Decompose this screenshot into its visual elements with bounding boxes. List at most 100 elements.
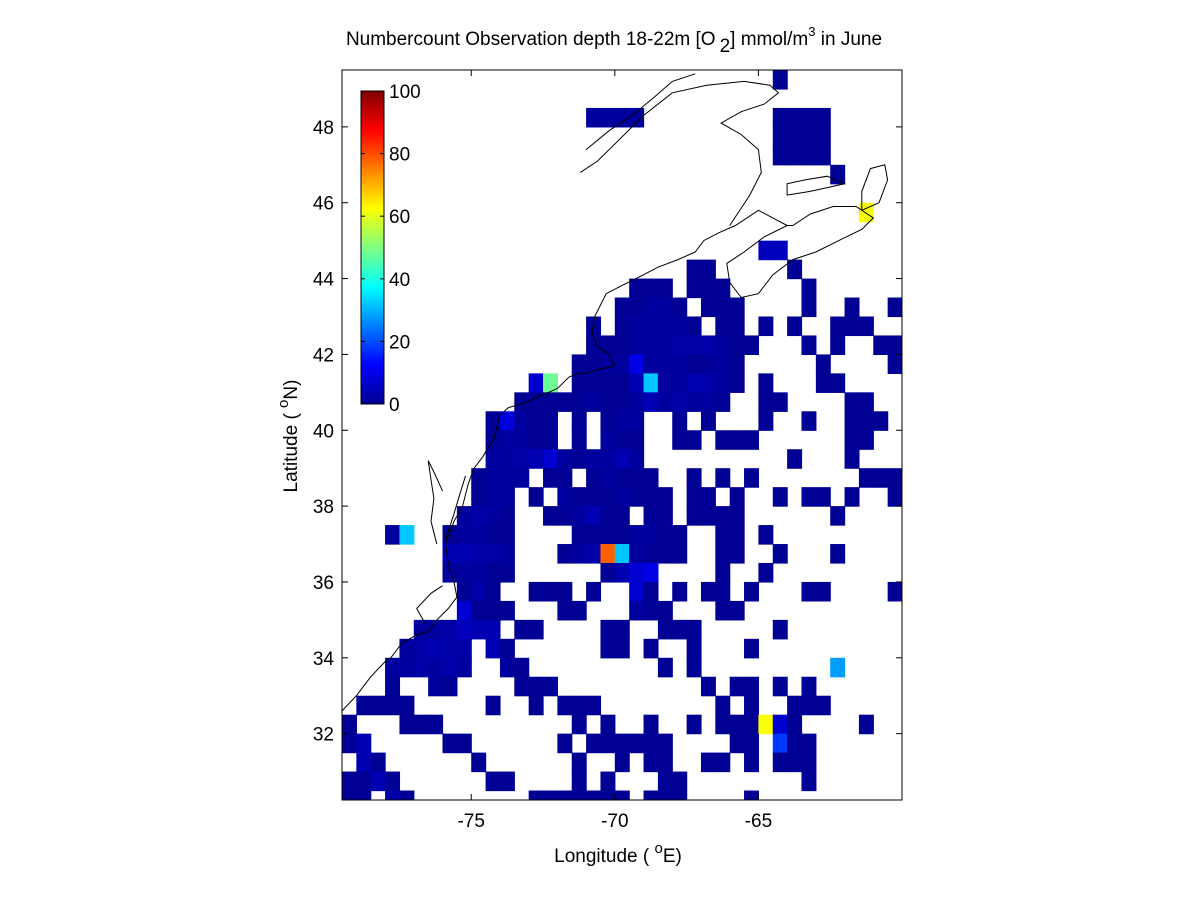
heatmap-cell	[456, 544, 472, 564]
heatmap-cell	[499, 449, 515, 469]
heatmap-cell	[801, 411, 817, 431]
y-tick-label: 44	[313, 270, 335, 291]
heatmap-cell	[342, 733, 357, 754]
heatmap-cell	[657, 278, 673, 299]
heatmap-cell	[643, 525, 659, 545]
coastline-segment	[786, 175, 847, 196]
colorbar-tick-label: 60	[389, 207, 410, 228]
heatmap-cell	[514, 657, 530, 678]
heatmap-cell	[456, 733, 472, 754]
heatmap-cell	[830, 164, 846, 185]
chart-title: Numbercount Observation depth 18-22m [O 2…	[346, 24, 882, 57]
heatmap-cell	[657, 487, 673, 507]
heatmap-cell	[428, 676, 444, 697]
heatmap-cell	[643, 600, 659, 621]
heatmap-cell	[614, 316, 630, 337]
heatmap-cell	[801, 581, 817, 602]
heatmap-cell	[356, 695, 372, 716]
heatmap-cell	[729, 600, 745, 621]
heatmap-cell	[715, 600, 731, 621]
heatmap-cell	[600, 544, 616, 564]
heatmap-cell	[543, 468, 558, 488]
axes-frame	[341, 69, 903, 801]
y-tick-label: 42	[313, 345, 334, 366]
heatmap-cell	[787, 316, 803, 337]
heatmap-cell	[744, 430, 760, 450]
heatmap-cell	[543, 430, 558, 450]
heatmap-cell	[629, 107, 645, 128]
heatmap-cell	[715, 544, 731, 564]
heatmap-cell	[686, 373, 702, 393]
heatmap-cell	[485, 487, 501, 507]
heatmap-cell	[485, 600, 501, 621]
heatmap-cell	[700, 676, 716, 697]
y-tick-label: 34	[313, 649, 335, 670]
heatmap-cell	[715, 695, 731, 716]
heatmap-cell	[586, 335, 602, 356]
heatmap-cell	[729, 316, 745, 337]
heatmap-cell	[643, 316, 659, 337]
heatmap-cell	[686, 392, 702, 412]
heatmap-cell	[442, 525, 458, 545]
heatmap-cell	[600, 107, 616, 128]
heatmap-cell	[442, 544, 458, 564]
heatmap-cell	[801, 695, 817, 716]
heatmap-cell	[700, 487, 716, 507]
heatmap-cell	[729, 506, 745, 526]
heatmap-cell	[700, 411, 716, 431]
heatmap-cell	[815, 107, 831, 128]
heatmap-cell	[600, 335, 616, 356]
heatmap-cell	[399, 695, 415, 716]
heatmap-cell	[744, 714, 760, 735]
heatmap-cell	[858, 714, 874, 735]
heatmap-cell	[758, 525, 774, 545]
heatmap-cell	[586, 373, 602, 393]
heatmap-cell	[557, 790, 573, 800]
heatmap-cell	[787, 107, 803, 128]
heatmap-cell	[729, 430, 745, 450]
heatmap-cell	[557, 544, 573, 564]
heatmap-cell	[385, 676, 401, 697]
heatmap-cell	[600, 411, 616, 431]
heatmap-cell	[456, 657, 472, 678]
heatmap-cell	[586, 525, 602, 545]
heatmap-cell	[844, 487, 860, 507]
heatmap-cell	[586, 790, 602, 800]
heatmap-cell	[586, 449, 602, 469]
colorbar-tick-label: 100	[389, 82, 421, 103]
heatmap-cell	[772, 70, 788, 90]
heatmap-cell	[700, 752, 716, 773]
heatmap-cell	[643, 506, 659, 526]
heatmap-cell	[586, 544, 602, 564]
heatmap-cell	[686, 259, 702, 280]
heatmap-cell	[413, 638, 429, 659]
heatmap-cell	[399, 638, 415, 659]
heatmap-cell	[657, 600, 673, 621]
heatmap-cell	[715, 335, 731, 356]
heatmap-cell	[442, 562, 458, 583]
heatmap-cell	[499, 430, 515, 450]
heatmap-cell	[600, 506, 616, 526]
colorbar-ticks: 0 20 40 60 80 100	[361, 82, 421, 416]
heatmap-cell	[514, 411, 530, 431]
heatmap-cell	[844, 430, 860, 450]
heatmap-cell	[528, 411, 544, 431]
heatmap-cell	[887, 581, 902, 602]
heatmap-cell	[700, 373, 716, 393]
heatmap-cell	[801, 733, 817, 754]
heatmap-cell	[686, 468, 702, 488]
heatmap-cell	[672, 392, 688, 412]
heatmap-cell	[629, 581, 645, 602]
heatmap-cell	[600, 373, 616, 393]
heatmap-cell	[844, 411, 860, 431]
heatmap-cell	[700, 278, 716, 299]
heatmap-cell	[715, 714, 731, 735]
y-tick-label: 32	[313, 725, 334, 746]
heatmap-cell	[571, 354, 587, 374]
heatmap-cell	[801, 487, 817, 507]
colorbar-tick-label: 40	[389, 270, 410, 291]
heatmap-cell	[672, 373, 688, 393]
heatmap-cell	[471, 752, 487, 773]
heatmap-cell	[614, 619, 630, 640]
heatmap-cell	[614, 411, 630, 431]
